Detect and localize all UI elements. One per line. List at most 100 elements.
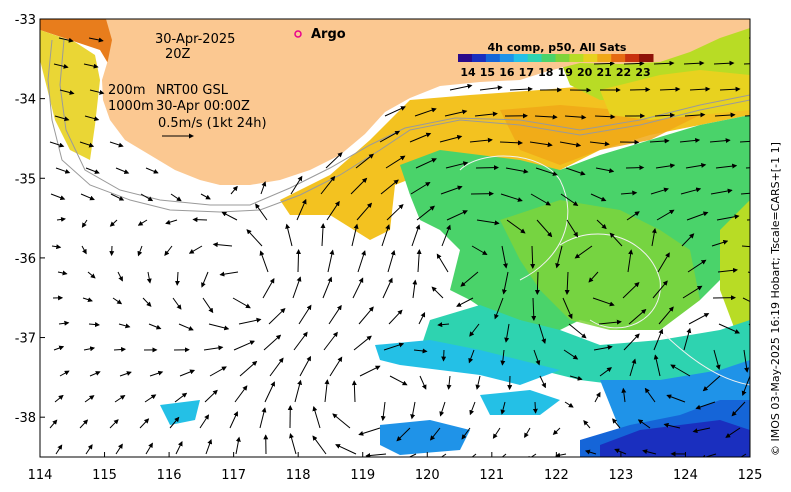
isobath-200-label: 200m [108, 83, 145, 98]
current-arrow [350, 177, 368, 195]
current-arrow [492, 427, 501, 439]
current-arrow [352, 277, 364, 299]
current-arrow [358, 427, 381, 436]
current-arrow [414, 107, 437, 117]
current-arrow [296, 198, 307, 221]
current-arrow [685, 162, 707, 169]
current-arrow [670, 364, 691, 377]
current-arrow [410, 401, 416, 420]
current-arrow [55, 167, 71, 174]
current-arrow [713, 349, 721, 370]
current-arrow [719, 86, 741, 92]
current-arrow [114, 395, 126, 403]
current-arrow [536, 219, 553, 238]
current-arrow [149, 370, 164, 377]
current-arrow [148, 323, 162, 330]
current-arrow [683, 60, 705, 66]
current-arrow [178, 323, 194, 331]
x-tick-label: 117 [221, 468, 246, 483]
current-arrow [657, 252, 670, 273]
current-arrow [584, 449, 597, 455]
current-arrow [436, 253, 449, 273]
current-arrow [476, 219, 500, 226]
current-arrow [439, 134, 463, 143]
current-arrow [530, 193, 551, 206]
current-arrow [188, 245, 203, 254]
current-arrow [142, 297, 152, 307]
current-arrow [84, 395, 95, 403]
current-arrow [329, 356, 343, 377]
current-arrow [293, 331, 308, 351]
current-arrow [740, 453, 747, 457]
current-arrow [146, 271, 152, 284]
current-arrow [144, 394, 157, 403]
colorbar-swatch [639, 54, 654, 62]
current-arrow [440, 453, 447, 457]
current-arrow [440, 185, 463, 195]
current-arrow [711, 239, 729, 247]
current-arrow [494, 297, 504, 320]
current-arrow [137, 219, 148, 226]
colorbar-tick-label: 22 [616, 66, 631, 79]
current-arrow [500, 193, 523, 202]
colorbar-swatch [499, 54, 515, 62]
current-arrow [592, 297, 615, 307]
current-arrow [294, 379, 303, 403]
current-arrow [234, 385, 248, 403]
current-arrow [449, 83, 473, 91]
current-arrow [88, 322, 100, 328]
current-arrow [320, 175, 336, 195]
current-arrow [593, 61, 615, 67]
current-arrow [268, 308, 286, 325]
current-arrow [324, 379, 330, 403]
y-tick-label: -35 [15, 172, 36, 187]
current-arrow [82, 297, 93, 303]
y-tick-label: -33 [15, 13, 36, 28]
x-tick-label: 124 [673, 468, 698, 483]
current-arrow [81, 219, 88, 228]
current-arrow [229, 411, 238, 429]
current-arrow [80, 193, 95, 201]
colorbar-swatch [458, 54, 473, 62]
current-arrow [564, 271, 570, 295]
current-arrow [233, 340, 256, 351]
current-arrow [642, 449, 657, 455]
current-arrow [629, 87, 651, 93]
y-tick-label: -34 [15, 93, 36, 108]
current-arrow [54, 115, 70, 122]
current-arrow [50, 193, 66, 201]
current-arrow [246, 229, 263, 247]
colorbar-swatch [471, 54, 487, 62]
current-arrow [471, 245, 488, 256]
current-arrow [383, 342, 405, 351]
x-tick-label: 114 [28, 468, 53, 483]
current-arrow [56, 216, 66, 222]
current-arrow [55, 444, 63, 455]
current-arrow [742, 297, 750, 303]
current-arrow [535, 167, 558, 176]
current-arrow [609, 232, 623, 247]
current-arrow [717, 267, 738, 273]
current-arrow [199, 414, 210, 429]
current-arrow [238, 317, 262, 325]
argo-marker-icon [294, 30, 302, 38]
current-arrow [53, 345, 65, 351]
current-arrow [653, 354, 661, 377]
current-arrow [235, 436, 241, 455]
current-arrow [416, 205, 435, 221]
current-arrow [446, 375, 452, 390]
current-arrow [255, 203, 268, 221]
colorbar-swatch [625, 54, 640, 62]
current-arrow [531, 297, 537, 321]
current-arrow [84, 115, 100, 122]
current-arrow [748, 323, 750, 327]
current-arrow [441, 224, 451, 247]
current-arrow [259, 407, 267, 429]
current-arrow [365, 453, 387, 457]
current-arrow [295, 249, 301, 273]
current-arrow [659, 86, 681, 92]
current-arrow [83, 346, 96, 352]
colorbar-tick-label: 15 [480, 66, 495, 79]
current-arrow [201, 271, 209, 288]
current-arrow [710, 188, 733, 195]
